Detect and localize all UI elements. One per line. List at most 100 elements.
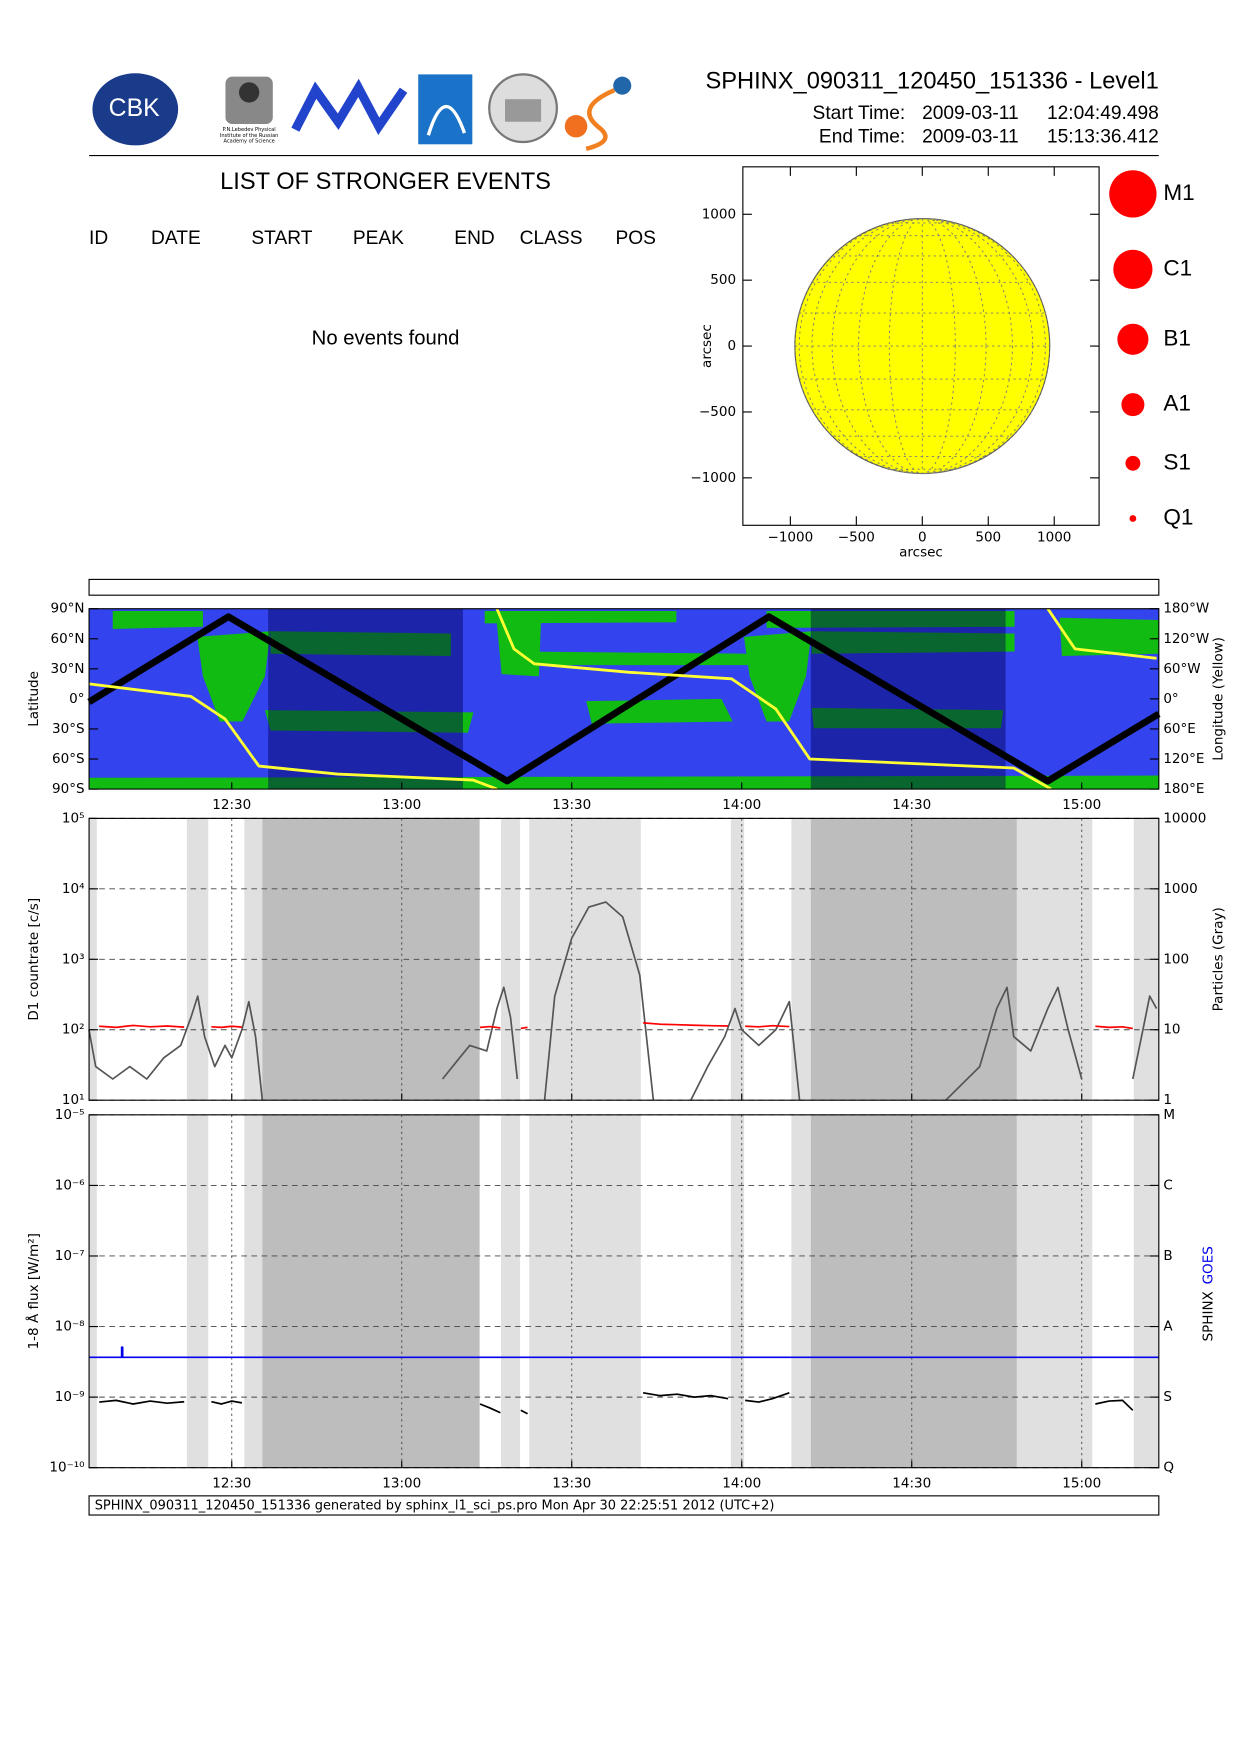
land: [1059, 617, 1159, 657]
y-tick-label: 1000: [702, 206, 736, 222]
y2-tick-label: 60°E: [1163, 721, 1196, 737]
seal-building: [505, 99, 542, 122]
lebedev-line: Institute of the Russian: [220, 133, 279, 139]
series-line: [88, 901, 1158, 1101]
legend-label: S1: [1163, 449, 1191, 474]
y-tick-label: 30°S: [52, 721, 85, 737]
events-title: LIST OF STRONGER EVENTS: [220, 169, 551, 195]
y-tick-label: 500: [710, 272, 736, 288]
y-tick-label: −1000: [690, 470, 736, 486]
shaded-interval: [262, 1114, 480, 1468]
x-tick-label: 14:00: [722, 1475, 761, 1491]
land: [518, 651, 756, 666]
disk-meridian: [798, 218, 1046, 474]
y2-tick-label: 180°E: [1163, 781, 1204, 797]
events-columns: ID DATE START PEAK END CLASS POS: [89, 228, 656, 249]
legend-label: SPHINX: [1200, 1291, 1216, 1341]
lebedev-line: Academy of Science: [224, 138, 275, 144]
y2-tick-label: 0°: [1163, 691, 1178, 707]
empty-box: [88, 578, 1160, 596]
disk-meridian: [811, 218, 1034, 474]
legend-label: B1: [1163, 325, 1191, 350]
y2-tick-label: 1000: [1163, 881, 1197, 897]
y2-tick-label: 1: [1163, 1092, 1172, 1108]
legend-marker: [1121, 393, 1145, 417]
y-tick-label: 10⁻⁷: [55, 1248, 85, 1264]
x-tick-label: 500: [975, 530, 1001, 546]
y-axis-label: 1-8 Å flux [W/m²]: [25, 1233, 42, 1349]
y-tick-label: 10⁴: [62, 881, 85, 897]
shaded-interval: [810, 1114, 1017, 1468]
y2-tick-label: S: [1163, 1389, 1172, 1405]
y-tick-label: 10⁻⁵: [55, 1107, 85, 1123]
y2-tick-label: Q: [1163, 1460, 1174, 1476]
end-time: 15:13:36.412: [1047, 127, 1159, 148]
y-tick-label: 10⁻¹⁰: [49, 1460, 84, 1476]
plot-frame: [88, 1114, 1160, 1469]
legend-marker: [1129, 515, 1137, 522]
y-tick-label: 30°N: [50, 661, 84, 677]
y-axis-label: arcsec: [699, 324, 715, 368]
y2-axis-label: Particles (Gray): [1211, 907, 1227, 1011]
legend-marker: [1113, 249, 1153, 290]
y2-tick-label: 180°W: [1163, 601, 1209, 617]
x-tick-label: 13:00: [382, 1475, 421, 1491]
mifi-logo: [291, 78, 408, 135]
series-line: [89, 1346, 1159, 1359]
lebedev-line: P.N.Lebedev Physical: [223, 127, 276, 133]
shaded-interval: [186, 1114, 209, 1468]
land: [197, 631, 271, 722]
x-tick-label: 15:00: [1062, 1475, 1101, 1491]
y2-tick-label: 10000: [1163, 810, 1206, 826]
legend-marker: [1117, 323, 1149, 355]
events-column-header: END: [454, 228, 494, 249]
x-tick-label: 13:30: [552, 797, 591, 813]
y2-tick-label: M: [1163, 1107, 1175, 1123]
shaded-interval: [529, 1114, 641, 1468]
pan-text: PAN: [189, 104, 195, 115]
disk-meridian: [794, 218, 1051, 474]
y2-tick-label: 100: [1163, 951, 1189, 967]
events-column-header: POS: [615, 228, 655, 249]
land: [89, 775, 1159, 790]
shaded-interval: [1133, 1114, 1159, 1468]
events-column-header: DATE: [151, 228, 201, 249]
y-axis-label: Latitude: [26, 671, 42, 727]
x-tick-label: −500: [838, 530, 875, 546]
report-title: SPHINX_090311_120450_151336 - Level1: [705, 69, 1158, 95]
end-label: End Time:: [819, 127, 905, 148]
sun-disk: [794, 218, 1051, 475]
y-tick-label: 0: [727, 338, 736, 354]
y-tick-label: 10²: [62, 1022, 85, 1038]
x-tick-label: 12:30: [212, 797, 251, 813]
cbk-text: CBK: [109, 95, 160, 122]
legend-label: Q1: [1163, 504, 1193, 529]
shaded-interval: [89, 1114, 97, 1468]
x-tick-label: 13:00: [382, 797, 421, 813]
events-column-header: PEAK: [353, 228, 404, 249]
shaded-interval: [730, 1114, 745, 1468]
shaded-interval: [791, 1114, 811, 1468]
legend-marker: [1109, 170, 1157, 218]
x-tick-label: −1000: [767, 530, 813, 546]
x-tick-label: 1000: [1037, 530, 1071, 546]
shaded-interval: [244, 1114, 263, 1468]
x-tick-label: 0: [918, 530, 927, 546]
y-tick-label: 10³: [62, 951, 85, 967]
disk-meridian: [831, 218, 1013, 474]
globe-logo: [613, 76, 632, 95]
y-tick-label: 10⁻⁸: [55, 1319, 85, 1335]
y2-tick-label: 10: [1163, 1022, 1180, 1038]
events-column-header: START: [251, 228, 312, 249]
y-tick-label: 60°S: [52, 751, 85, 767]
institute-logo-arc: [426, 104, 467, 136]
y-tick-label: −500: [699, 404, 736, 420]
y-tick-label: 0°: [69, 691, 84, 707]
y2-tick-label: C: [1163, 1177, 1172, 1193]
land: [270, 631, 451, 657]
footer-text: SPHINX_090311_120450_151336 generated by…: [95, 1499, 775, 1514]
legend-marker: [1125, 455, 1141, 471]
sun-logo: [564, 114, 588, 138]
events-message: No events found: [312, 328, 460, 350]
